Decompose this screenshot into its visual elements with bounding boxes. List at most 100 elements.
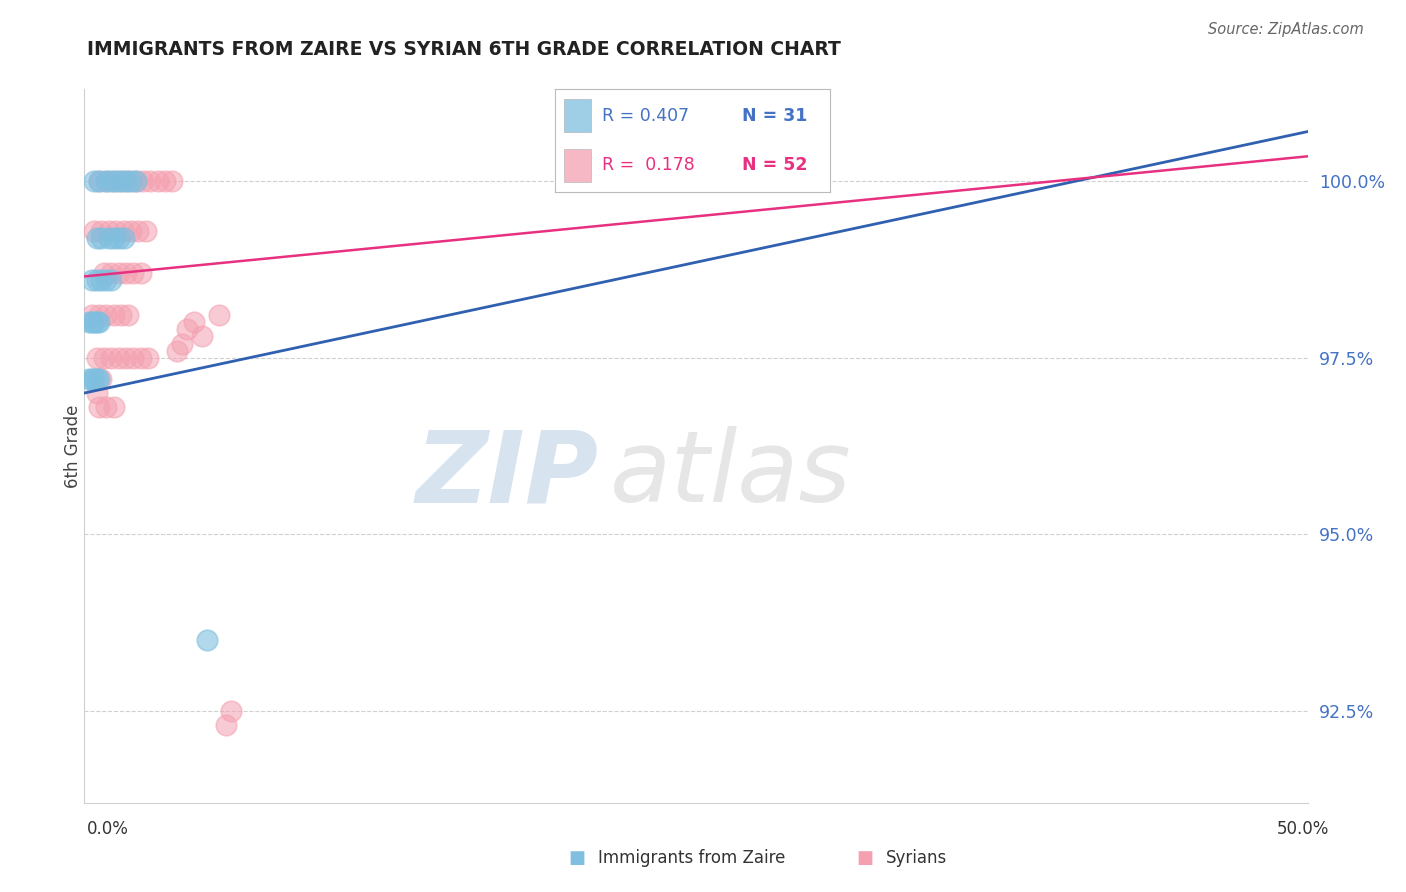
Point bbox=[80, 372, 103, 386]
Point bbox=[86, 273, 108, 287]
Point bbox=[162, 174, 184, 188]
Point bbox=[166, 343, 188, 358]
Point bbox=[117, 174, 139, 188]
Text: 0.0%: 0.0% bbox=[87, 820, 129, 838]
Point bbox=[127, 223, 149, 237]
Point bbox=[93, 351, 115, 365]
Text: N = 31: N = 31 bbox=[742, 107, 807, 125]
Point bbox=[87, 174, 110, 188]
Point bbox=[100, 351, 122, 365]
Point bbox=[208, 308, 231, 322]
Point bbox=[191, 329, 214, 343]
Point bbox=[105, 223, 128, 237]
Point bbox=[110, 174, 132, 188]
Text: Immigrants from Zaire: Immigrants from Zaire bbox=[598, 849, 785, 867]
Point bbox=[77, 315, 100, 329]
Point bbox=[100, 273, 122, 287]
Point bbox=[107, 230, 129, 244]
Point bbox=[112, 223, 135, 237]
Point bbox=[107, 266, 129, 280]
Point bbox=[103, 400, 125, 414]
Point bbox=[100, 174, 122, 188]
Point bbox=[97, 223, 120, 237]
Point bbox=[96, 273, 118, 287]
Point bbox=[136, 351, 159, 365]
Point bbox=[83, 372, 105, 386]
Point bbox=[176, 322, 198, 336]
Point bbox=[83, 223, 105, 237]
Text: Source: ZipAtlas.com: Source: ZipAtlas.com bbox=[1208, 22, 1364, 37]
Text: 50.0%: 50.0% bbox=[1277, 820, 1329, 838]
Point bbox=[86, 386, 108, 401]
Point bbox=[129, 266, 152, 280]
Point bbox=[87, 372, 110, 386]
Point bbox=[112, 230, 135, 244]
Point bbox=[77, 372, 100, 386]
Point bbox=[219, 704, 242, 718]
Point bbox=[110, 174, 132, 188]
Point bbox=[215, 718, 238, 732]
Point bbox=[87, 400, 110, 414]
Point bbox=[110, 308, 132, 322]
Text: ■: ■ bbox=[856, 849, 873, 867]
Point bbox=[80, 308, 103, 322]
Bar bbox=[564, 99, 591, 132]
Point bbox=[80, 273, 103, 287]
Point bbox=[86, 372, 108, 386]
Point bbox=[103, 174, 125, 188]
Point bbox=[125, 174, 148, 188]
Point bbox=[87, 174, 110, 188]
Y-axis label: 6th Grade: 6th Grade bbox=[65, 404, 82, 488]
Point bbox=[139, 174, 162, 188]
Point bbox=[90, 223, 112, 237]
Point bbox=[100, 266, 122, 280]
Point bbox=[80, 315, 103, 329]
Text: ■: ■ bbox=[568, 849, 585, 867]
Point bbox=[103, 230, 125, 244]
Point bbox=[129, 351, 152, 365]
Point bbox=[86, 315, 108, 329]
Point bbox=[96, 174, 118, 188]
Point bbox=[96, 400, 118, 414]
Point bbox=[183, 315, 205, 329]
Text: ZIP: ZIP bbox=[415, 426, 598, 523]
Point bbox=[90, 273, 112, 287]
Text: atlas: atlas bbox=[610, 426, 852, 523]
Point bbox=[87, 315, 110, 329]
Text: N = 52: N = 52 bbox=[742, 156, 807, 174]
Point bbox=[86, 230, 108, 244]
Point bbox=[120, 174, 142, 188]
Bar bbox=[564, 149, 591, 181]
Point bbox=[125, 174, 148, 188]
Text: R =  0.178: R = 0.178 bbox=[602, 156, 695, 174]
Point bbox=[103, 308, 125, 322]
Point bbox=[122, 351, 145, 365]
Text: R = 0.407: R = 0.407 bbox=[602, 107, 689, 125]
Point bbox=[86, 351, 108, 365]
Point bbox=[172, 336, 194, 351]
Point bbox=[87, 308, 110, 322]
Point bbox=[107, 351, 129, 365]
Point bbox=[135, 223, 157, 237]
Point bbox=[105, 174, 128, 188]
Point bbox=[97, 230, 120, 244]
Point bbox=[96, 174, 118, 188]
Point bbox=[90, 230, 112, 244]
Text: IMMIGRANTS FROM ZAIRE VS SYRIAN 6TH GRADE CORRELATION CHART: IMMIGRANTS FROM ZAIRE VS SYRIAN 6TH GRAD… bbox=[87, 40, 841, 59]
Point bbox=[115, 174, 138, 188]
Point bbox=[122, 266, 145, 280]
Point bbox=[83, 315, 105, 329]
Point bbox=[132, 174, 155, 188]
Point bbox=[117, 308, 139, 322]
Text: Syrians: Syrians bbox=[886, 849, 948, 867]
Point bbox=[96, 308, 118, 322]
Point bbox=[115, 266, 138, 280]
Point bbox=[93, 266, 115, 280]
Point bbox=[146, 174, 169, 188]
Point bbox=[195, 633, 218, 648]
Point bbox=[153, 174, 176, 188]
Point bbox=[115, 351, 138, 365]
Point bbox=[83, 174, 105, 188]
Point bbox=[120, 223, 142, 237]
Point bbox=[90, 372, 112, 386]
